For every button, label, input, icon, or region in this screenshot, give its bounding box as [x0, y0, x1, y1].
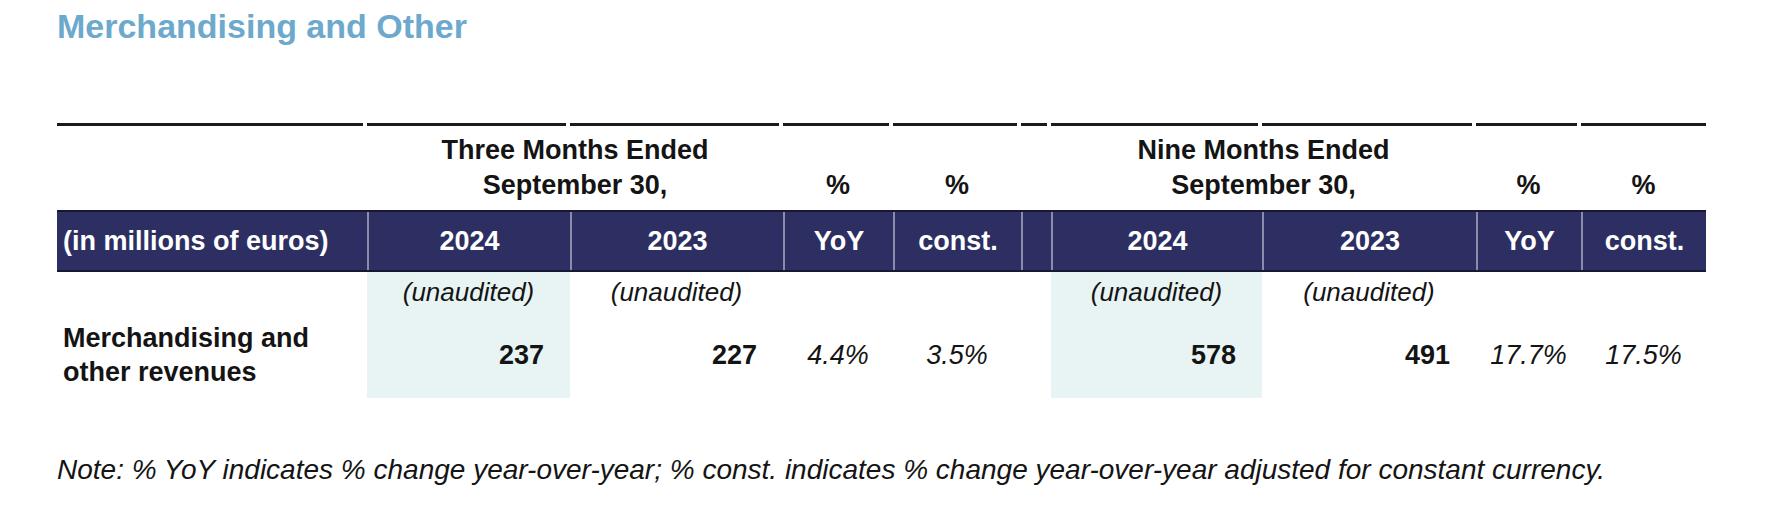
value-2023-9m: 491 [1262, 312, 1476, 398]
period-line2: September 30, [483, 168, 668, 203]
unaudited-2023-3m: (unaudited) [570, 272, 783, 312]
border-segment [1021, 123, 1051, 126]
value-const-9m: 17.5% [1581, 312, 1706, 398]
col-header-2023-9m: 2023 [1262, 212, 1476, 270]
value-2023-3m: 227 [570, 312, 783, 398]
period-line1: Nine Months Ended [1138, 133, 1390, 168]
pct-const-header-3m: % [893, 126, 1021, 210]
border-segment [57, 123, 367, 126]
revenue-table: Three Months Ended September 30, % % Nin… [57, 123, 1706, 398]
footnote: Note: % YoY indicates % change year-over… [57, 452, 1737, 488]
unaudited-row: (unaudited) (unaudited) (unaudited) (una… [57, 272, 1706, 312]
col-header-2024-9m: 2024 [1051, 212, 1262, 270]
value-yoy-3m: 4.4% [783, 312, 893, 398]
empty-cell [1021, 312, 1051, 398]
col-header-2023-3m: 2023 [570, 212, 783, 270]
col-header-2024-3m: 2024 [367, 212, 570, 270]
value-2024-3m: 237 [367, 312, 570, 398]
period-nine-months: Nine Months Ended September 30, [1051, 126, 1476, 210]
unaudited-2023-9m: (unaudited) [1262, 272, 1476, 312]
empty-cell [783, 272, 893, 312]
empty-cell [1021, 272, 1051, 312]
period-three-months: Three Months Ended September 30, [367, 126, 783, 210]
col-header-yoy-9m: YoY [1476, 212, 1581, 270]
col-header-yoy-3m: YoY [783, 212, 893, 270]
column-header-row: (in millions of euros) 2024 2023 YoY con… [57, 210, 1706, 272]
row-label: Merchandising and other revenues [57, 312, 367, 398]
page-title: Merchandising and Other [57, 4, 467, 48]
document-page: Merchandising and Other Three Months End… [0, 0, 1792, 520]
empty-cell [893, 272, 1021, 312]
value-const-3m: 3.5% [893, 312, 1021, 398]
value-2024-9m: 578 [1051, 312, 1262, 398]
period-line2: September 30, [1171, 168, 1356, 203]
unaudited-2024-9m: (unaudited) [1051, 272, 1262, 312]
period-header-row: Three Months Ended September 30, % % Nin… [57, 126, 1706, 210]
units-label: (in millions of euros) [57, 212, 367, 270]
empty-cell [1581, 272, 1706, 312]
empty-cell [57, 272, 367, 312]
pct-yoy-header-3m: % [783, 126, 893, 210]
pct-const-header-9m: % [1581, 126, 1706, 210]
period-line1: Three Months Ended [441, 133, 708, 168]
pct-yoy-header-9m: % [1476, 126, 1581, 210]
col-header-spacer [1021, 212, 1051, 270]
col-header-const-3m: const. [893, 212, 1021, 270]
value-yoy-9m: 17.7% [1476, 312, 1581, 398]
col-header-const-9m: const. [1581, 212, 1706, 270]
empty-cell [1476, 272, 1581, 312]
unaudited-2024-3m: (unaudited) [367, 272, 570, 312]
table-row: Merchandising and other revenues 237 227… [57, 312, 1706, 398]
